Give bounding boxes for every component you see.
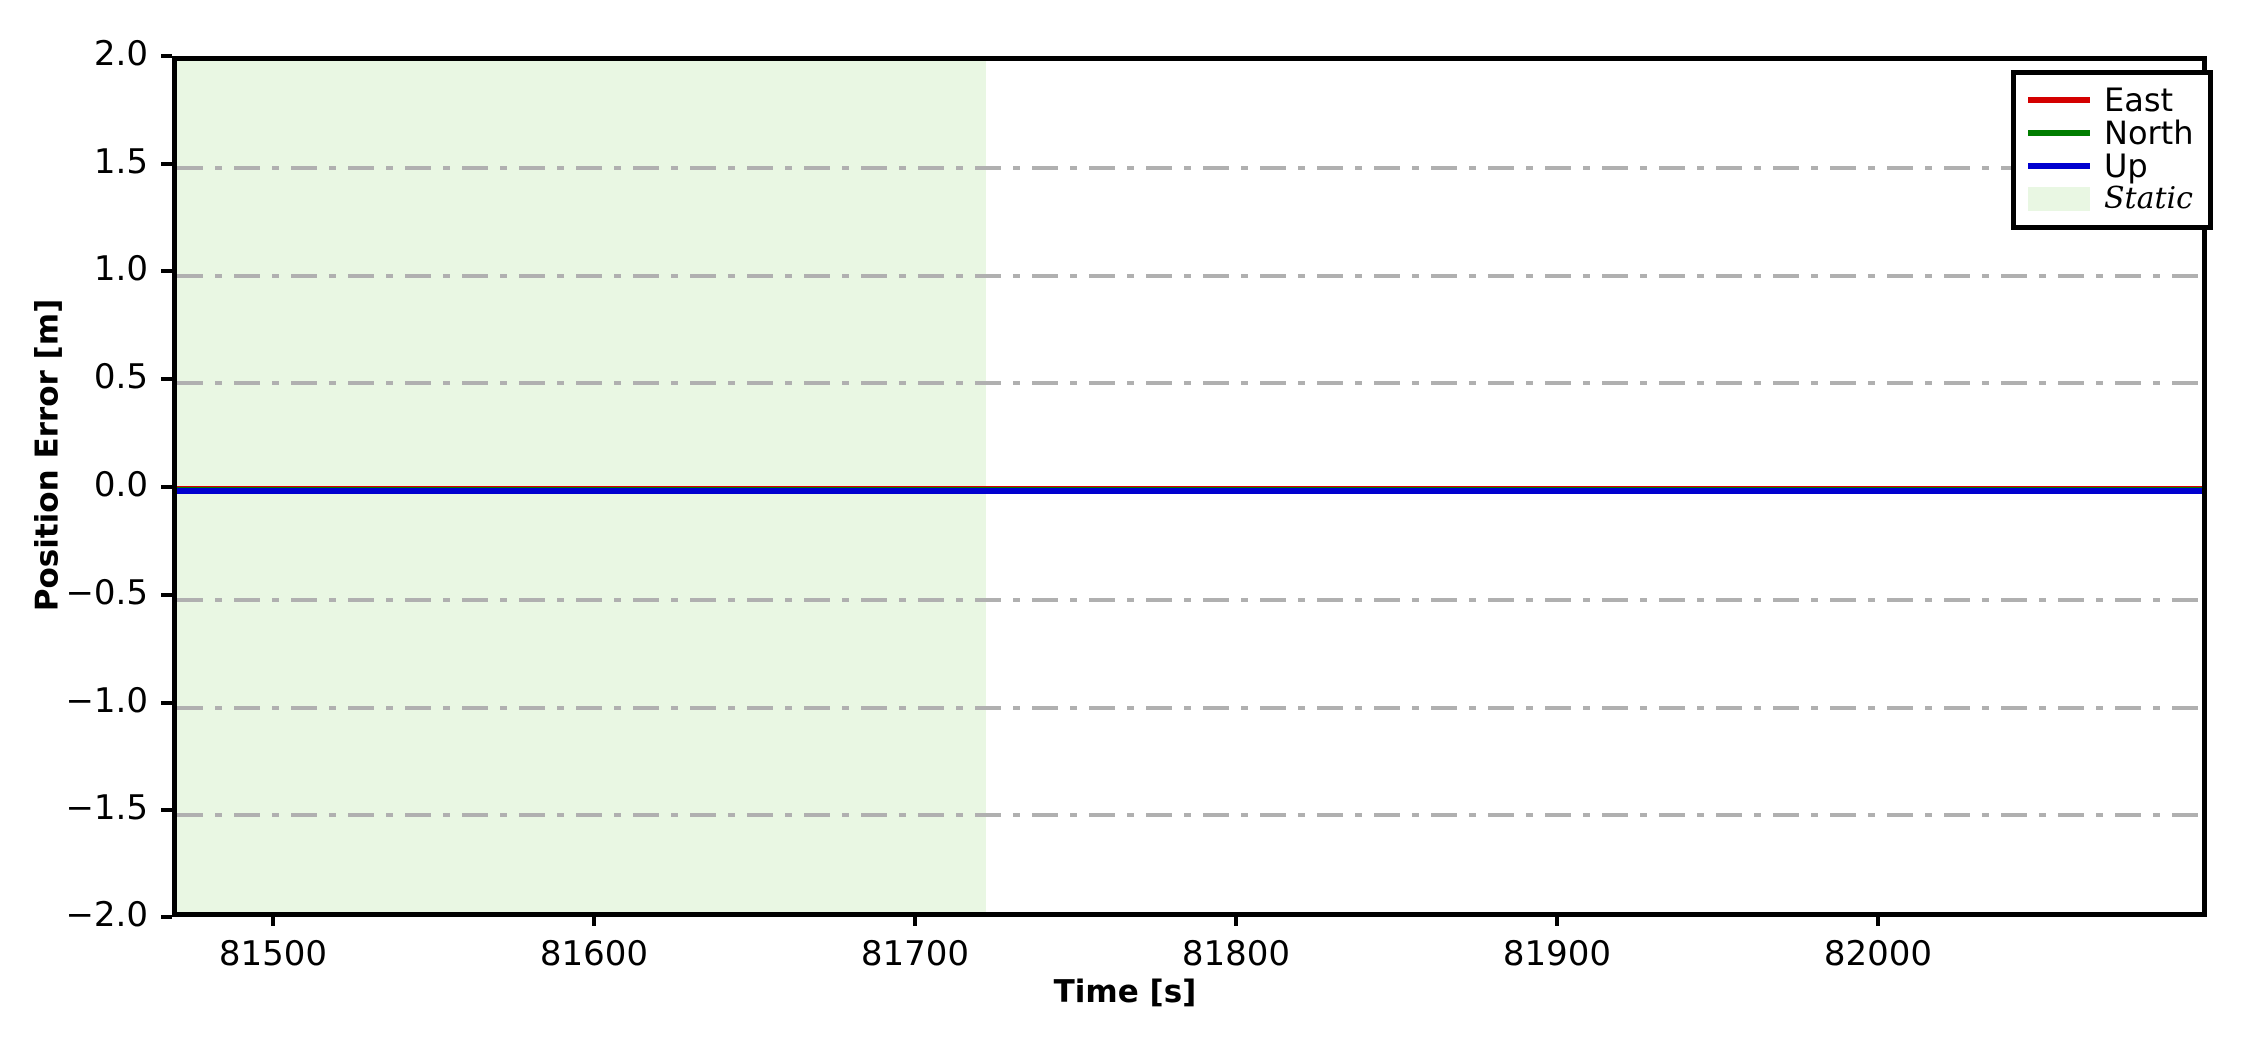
ytick-label-2.0: 2.0 xyxy=(93,34,148,74)
legend-swatch-static xyxy=(2028,186,2090,211)
ytick-label-0.0: 0.0 xyxy=(93,465,148,505)
ytick-mark--0.5 xyxy=(161,593,172,597)
xtick-mark-81500 xyxy=(271,915,275,926)
ytick-mark-1.5 xyxy=(161,162,172,166)
legend-label-static: Static xyxy=(2104,180,2193,216)
xtick-mark-81800 xyxy=(1234,915,1238,926)
xtick-mark-82000 xyxy=(1876,915,1880,926)
xtick-mark-81700 xyxy=(913,915,917,926)
ytick-mark-0.5 xyxy=(161,377,172,381)
ytick-mark--1.5 xyxy=(161,808,172,812)
gridline-0.5 xyxy=(177,381,2202,385)
series-line-up xyxy=(177,488,2202,494)
legend-entry-static[interactable]: Static xyxy=(2028,182,2194,215)
ytick-mark-1.0 xyxy=(161,269,172,273)
xtick-mark-81600 xyxy=(592,915,596,926)
gridline--1.5 xyxy=(177,813,2202,817)
xtick-label-81500: 81500 xyxy=(218,934,328,974)
ytick-label-1.5: 1.5 xyxy=(93,142,148,182)
ytick-mark--2.0 xyxy=(161,915,172,919)
ytick-label--2.0: −2.0 xyxy=(65,895,148,935)
ytick-label--1.5: −1.5 xyxy=(65,788,148,828)
xtick-label-81700: 81700 xyxy=(860,934,970,974)
xtick-mark-81900 xyxy=(1555,915,1559,926)
gridline--0.5 xyxy=(177,598,2202,602)
legend-entry-east[interactable]: East xyxy=(2028,83,2194,116)
legend-swatch-up xyxy=(2028,162,2090,169)
y-axis-label: Position Error [m] xyxy=(29,298,66,612)
ytick-mark-0.0 xyxy=(161,485,172,489)
ytick-mark--1.0 xyxy=(161,701,172,705)
ytick-label-1.0: 1.0 xyxy=(93,249,148,289)
ytick-label--0.5: −0.5 xyxy=(65,573,148,613)
legend-swatch-east xyxy=(2028,96,2090,103)
ytick-label--1.0: −1.0 xyxy=(65,681,148,721)
xtick-label-81600: 81600 xyxy=(539,934,649,974)
legend-entry-north[interactable]: North xyxy=(2028,116,2194,149)
xtick-label-81900: 81900 xyxy=(1502,934,1612,974)
plot-area xyxy=(172,56,2207,917)
xtick-label-82000: 82000 xyxy=(1823,934,1933,974)
legend-label-east: East xyxy=(2104,80,2174,119)
gridline-1.5 xyxy=(177,166,2202,170)
legend-entry-up[interactable]: Up xyxy=(2028,149,2194,182)
legend-swatch-north xyxy=(2028,129,2090,136)
legend-label-north: North xyxy=(2104,113,2194,152)
gridline--1.0 xyxy=(177,706,2202,710)
chart-legend[interactable]: East North Up Static xyxy=(2011,70,2213,230)
ytick-label-0.5: 0.5 xyxy=(93,357,148,397)
y-axis-label-wrapper: Position Error [m] xyxy=(30,25,66,886)
x-axis-label: Time [s] xyxy=(1053,974,1197,1010)
legend-label-up: Up xyxy=(2104,146,2148,185)
xtick-label-81800: 81800 xyxy=(1181,934,1291,974)
gridline-1.0 xyxy=(177,274,2202,278)
ytick-mark-2.0 xyxy=(161,54,172,58)
